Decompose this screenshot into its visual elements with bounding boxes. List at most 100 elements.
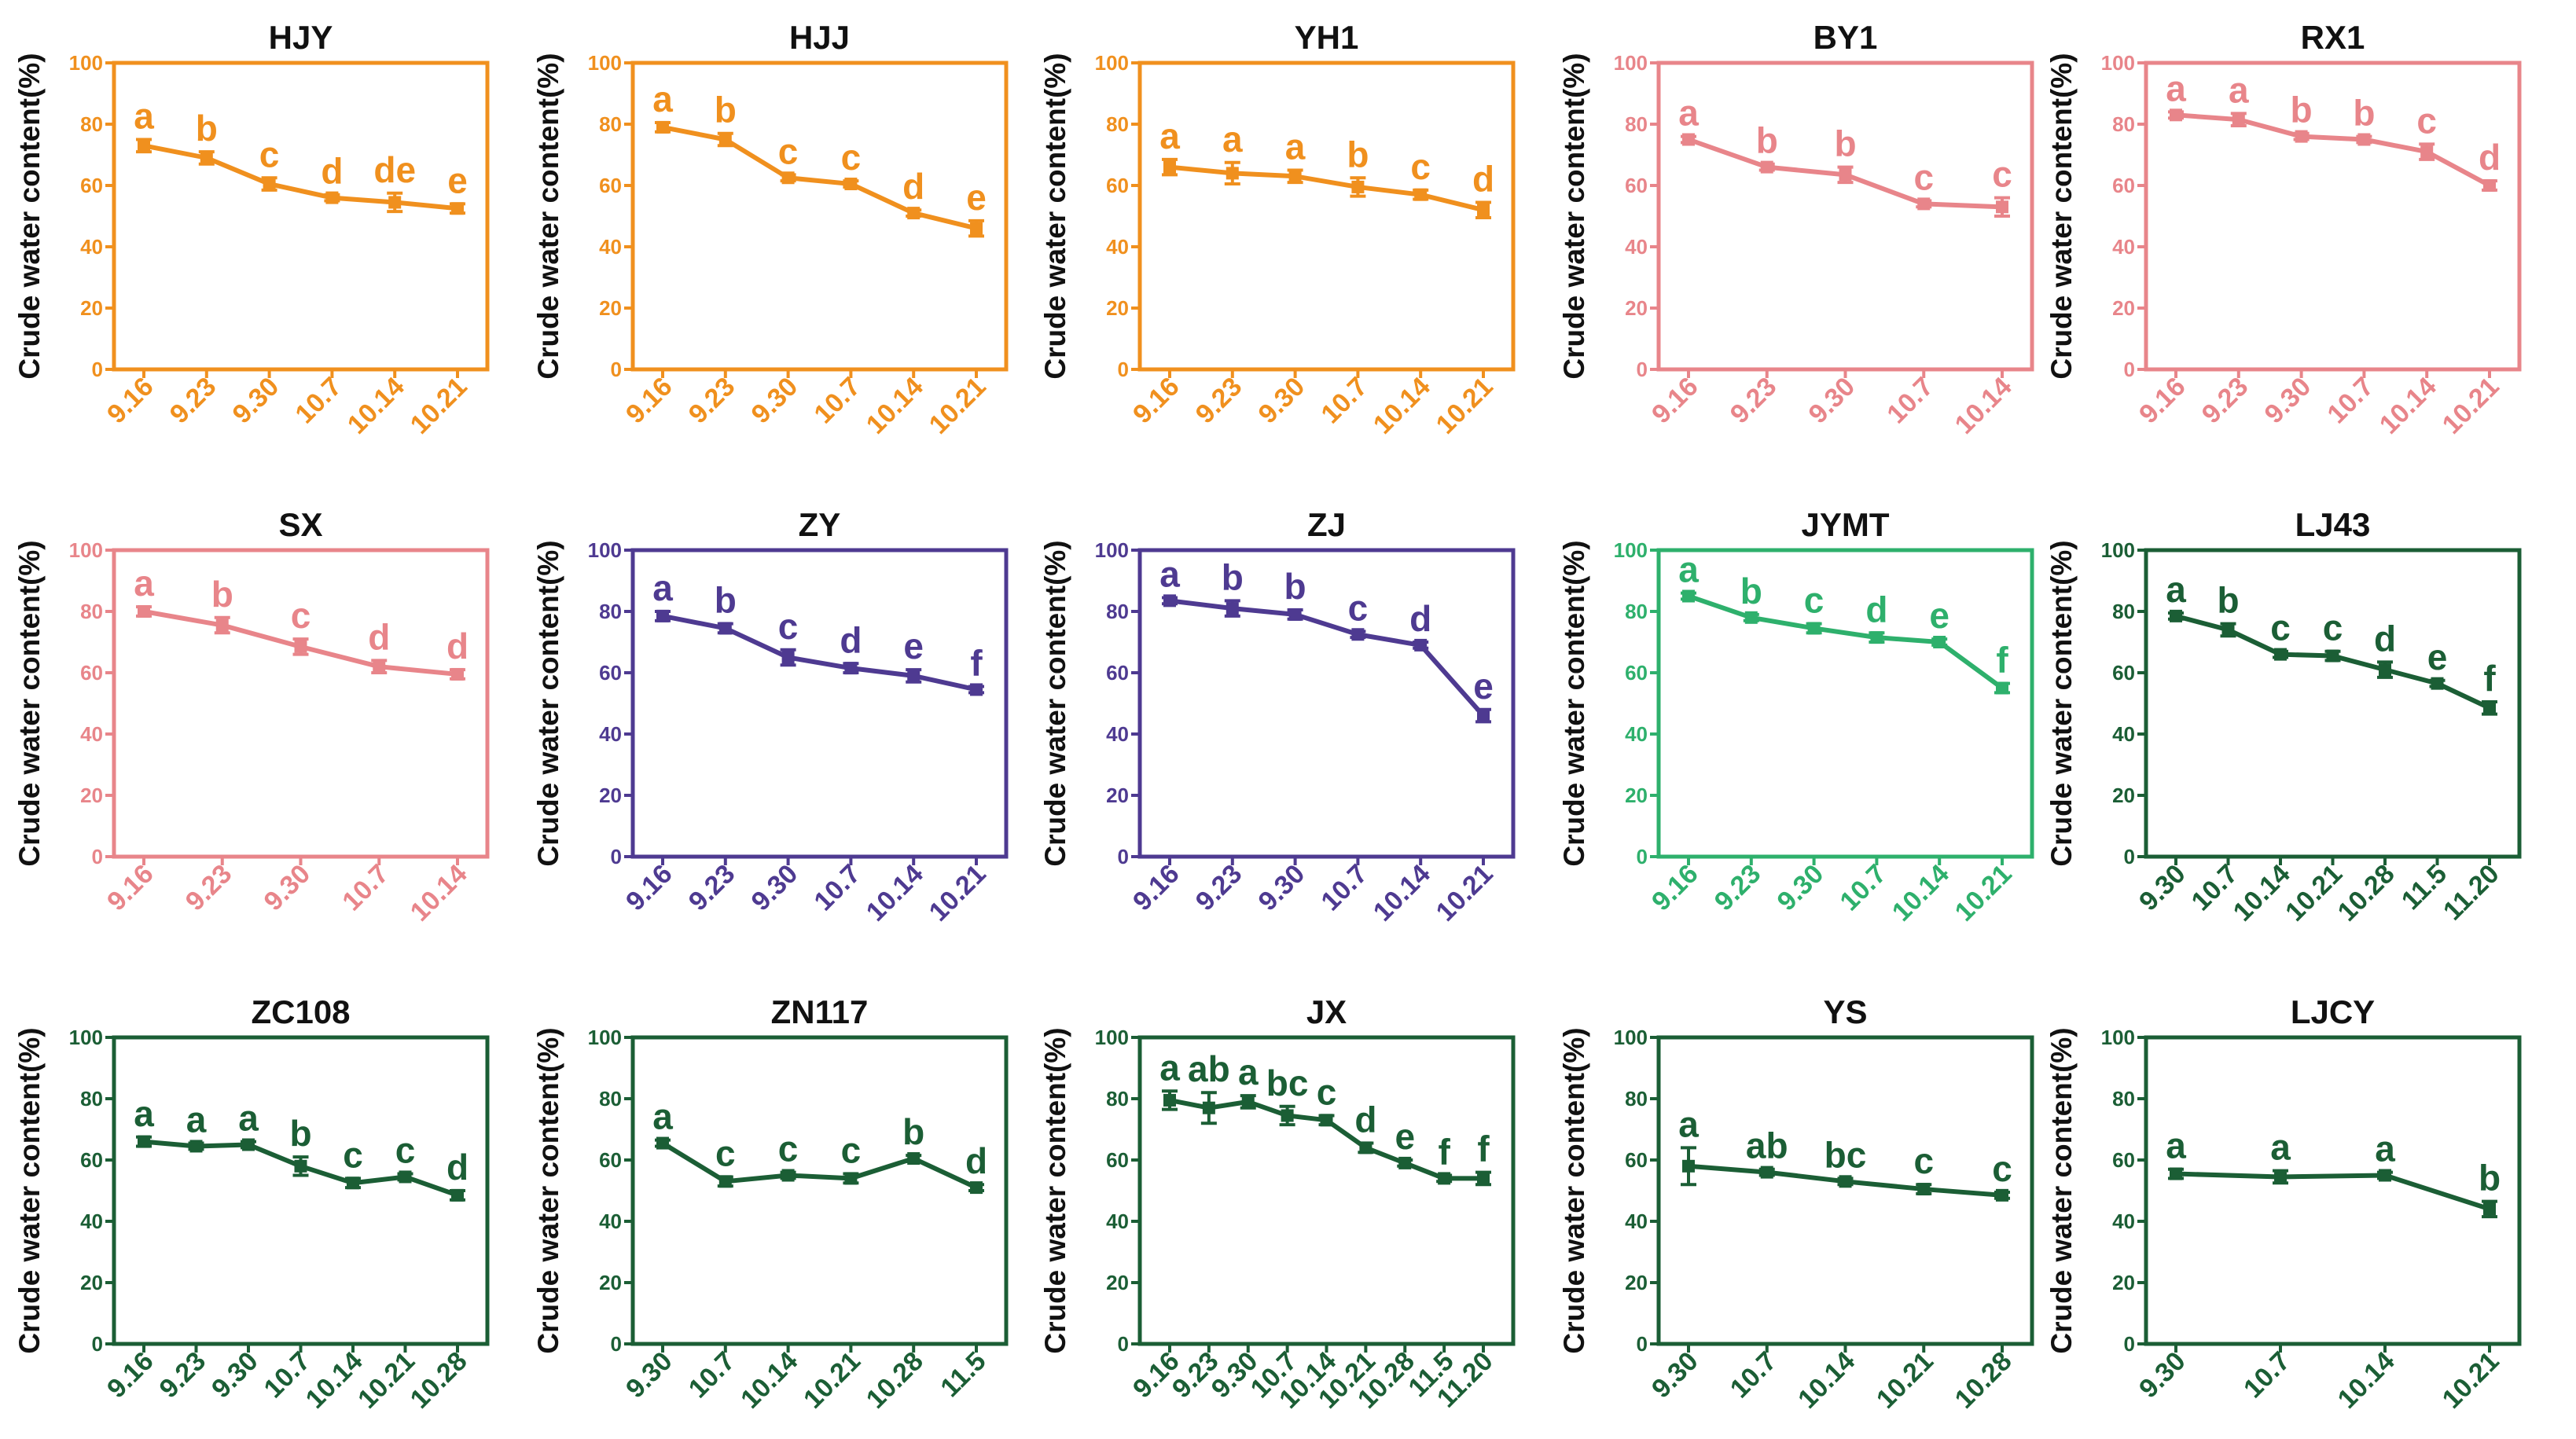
- data-point: [1202, 1101, 1215, 1114]
- y-tick-label: 80: [1625, 600, 1648, 623]
- significance-letter: e: [1473, 666, 1494, 707]
- significance-letter: e: [966, 177, 987, 218]
- y-tick-label: 100: [588, 538, 622, 562]
- series-line: [1169, 164, 1484, 213]
- x-tick-label: 10.7: [683, 1346, 741, 1404]
- data-point: [451, 1188, 464, 1202]
- chart-title: JX: [1306, 993, 1347, 1030]
- x-tick-label: 10.21: [924, 372, 992, 440]
- chart-title: LJ43: [2295, 506, 2371, 543]
- data-point: [656, 1136, 669, 1150]
- data-point: [2170, 1167, 2182, 1180]
- data-point: [294, 1159, 307, 1173]
- y-tick-label: 60: [2112, 174, 2135, 197]
- y-tick-label: 0: [2124, 358, 2135, 381]
- plot-frame: [1137, 61, 1516, 372]
- data-point: [781, 1169, 795, 1182]
- x-tick-label: 10.14: [2228, 859, 2296, 927]
- x-tick-label: 10.21: [405, 372, 473, 440]
- y-tick-label: 80: [2112, 1087, 2135, 1110]
- significance-letter: a: [2166, 1125, 2186, 1166]
- chart-title: ZY: [799, 506, 841, 543]
- x-tick-label: 10.14: [1792, 1346, 1861, 1415]
- chart-rx1: RX1 Crude water content(%) 0 20 40 60 80 100 9.1…: [2045, 19, 2522, 440]
- x-tick-label: 9.16: [1127, 859, 1185, 917]
- data-point: [1760, 160, 1773, 174]
- chart-jymt: JYMT Crude water content(%) 0 20 40 60 80 100 9.…: [1558, 506, 2034, 927]
- y-tick-label: 80: [80, 600, 103, 623]
- y-tick-label: 40: [1106, 1210, 1129, 1233]
- data-point: [1288, 170, 1302, 183]
- y-tick-label: 40: [599, 722, 622, 746]
- data-point: [263, 178, 276, 191]
- significance-letter: f: [1996, 640, 2008, 681]
- x-tick-label: 9.23: [2196, 372, 2254, 430]
- x-tick-label: 9.23: [153, 1346, 211, 1404]
- significance-letter: c: [1804, 580, 1825, 621]
- x-tick-label: 10.28: [405, 1346, 473, 1415]
- significance-letter: d: [446, 1147, 469, 1188]
- chart-by1: BY1 Crude water content(%) 0 20 40 60 80 100 9.1…: [1558, 19, 2034, 440]
- x-tick-label: 10.14: [1887, 859, 1955, 927]
- data-point: [2274, 648, 2287, 661]
- significance-letter: e: [2427, 637, 2448, 677]
- data-point: [1281, 1109, 1294, 1122]
- y-tick-label: 0: [92, 845, 103, 868]
- series-line: [1688, 593, 2004, 690]
- data-point: [2326, 649, 2339, 663]
- significance-letter: d: [368, 616, 390, 657]
- significance-letter: b: [1834, 123, 1856, 164]
- data-point: [1682, 589, 1695, 603]
- x-tick-label: 10.21: [2437, 372, 2505, 440]
- chart-title: ZC108: [251, 993, 350, 1030]
- y-tick-label: 60: [1625, 1148, 1648, 1172]
- x-tick-label: 10.21: [1949, 859, 2018, 927]
- y-tick-label: 100: [588, 1026, 622, 1049]
- y-tick-label: 20: [1625, 784, 1648, 807]
- x-tick-label: 10.7: [1725, 1346, 1783, 1404]
- significance-letter: a: [1678, 549, 1699, 590]
- data-point: [1996, 1188, 2008, 1202]
- significance-letter: a: [1159, 116, 1180, 156]
- data-point: [294, 640, 307, 653]
- data-point: [1996, 681, 2008, 695]
- y-tick-label: 80: [2112, 600, 2135, 623]
- significance-letter: e: [1929, 595, 1949, 636]
- y-tick-label: 100: [2101, 1026, 2135, 1049]
- x-tick-label: 9.23: [164, 372, 222, 430]
- data-point: [325, 191, 339, 204]
- y-tick-label: 100: [2101, 538, 2135, 562]
- data-point: [907, 207, 921, 220]
- x-tick-label: 10.7: [336, 859, 395, 917]
- data-point: [2221, 623, 2235, 637]
- x-tick-label: 9.30: [746, 372, 804, 430]
- x-tick-label: 10.7: [2321, 372, 2379, 430]
- data-point: [656, 120, 669, 134]
- x-tick-label: 11.5: [935, 1346, 991, 1403]
- significance-letter: bc: [1266, 1063, 1309, 1103]
- plot-frame: [112, 61, 490, 372]
- data-point: [1351, 628, 1365, 641]
- data-point: [844, 1172, 858, 1185]
- chart-ljcy: LJCY Crude water content(%) 0 20 40 60 80 100 9.…: [2045, 993, 2522, 1415]
- y-tick-label: 40: [1106, 722, 1129, 746]
- series-line: [1169, 598, 1486, 718]
- data-point: [2483, 701, 2496, 714]
- plot-frame: [630, 1035, 1009, 1346]
- significance-letter: b: [715, 90, 737, 130]
- data-point: [1870, 631, 1883, 644]
- x-tick-label: 9.16: [2133, 372, 2192, 430]
- data-point: [781, 651, 795, 664]
- x-tick-label: 10.7: [1881, 372, 1939, 430]
- y-tick-label: 100: [1095, 51, 1129, 75]
- x-tick-label: 9.23: [1190, 859, 1248, 917]
- y-tick-label: 80: [80, 1087, 103, 1110]
- significance-letter: b: [902, 1111, 924, 1152]
- y-tick-label: 100: [69, 51, 103, 75]
- significance-letter: c: [1913, 1140, 1934, 1181]
- significance-letter: a: [1238, 1052, 1259, 1092]
- significance-letter: c: [841, 137, 862, 178]
- significance-letter: e: [903, 626, 924, 666]
- x-tick-label: 10.14: [861, 859, 929, 927]
- plot-frame: [1656, 61, 2034, 372]
